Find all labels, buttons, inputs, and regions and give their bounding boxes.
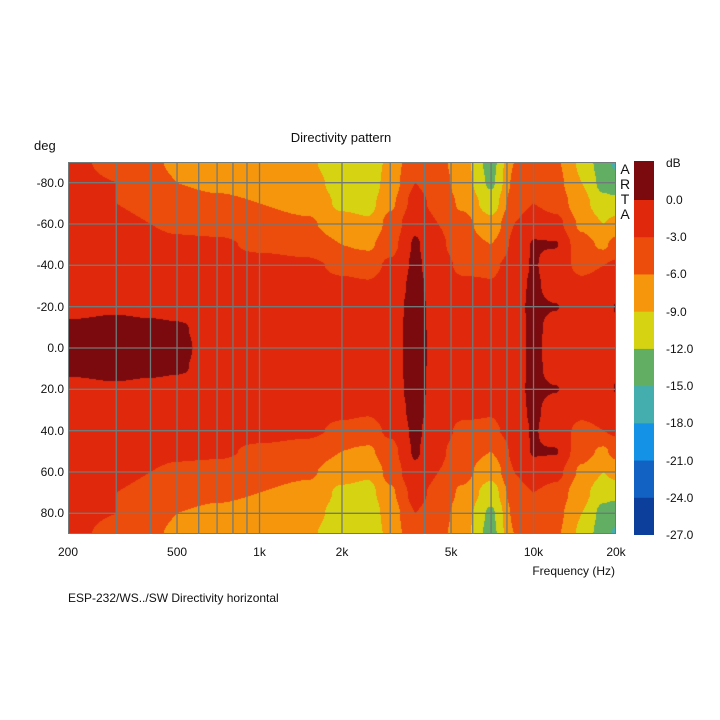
x-tick-label: 1k [253, 545, 266, 559]
colorbar-label: -18.0 [666, 416, 694, 431]
watermark-letter: R [619, 176, 631, 192]
x-tick-label: 5k [444, 545, 458, 559]
x-tick-label: 10k [523, 545, 544, 559]
x-axis-label: Frequency (Hz) [532, 564, 615, 578]
colorbar-label: -15.0 [666, 379, 694, 394]
x-tick-label: 2k [335, 545, 349, 559]
colorbar-label: -27.0 [666, 528, 694, 542]
colorbar-label: -21.0 [666, 453, 694, 468]
colorbar-label: -3.0 [666, 230, 687, 245]
colorbar-band [634, 460, 654, 499]
y-tick-label: 40.0 [40, 423, 64, 438]
y-tick-label: 20.0 [40, 382, 64, 397]
y-tick-label: -80.0 [36, 175, 64, 190]
colorbar-band [634, 311, 654, 350]
watermark-letter: A [620, 161, 630, 177]
colorbar-band [634, 348, 654, 387]
y-tick-label: -40.0 [36, 258, 64, 273]
colorbar-unit: dB [666, 156, 681, 170]
heatmap-plot-area [68, 162, 616, 534]
colorbar-band [634, 423, 654, 462]
colorbar-label: -9.0 [666, 304, 687, 319]
x-tick-label: 500 [167, 545, 188, 559]
colorbar-band [634, 497, 654, 535]
watermark-letter: A [620, 206, 630, 222]
y-tick-label: 60.0 [40, 465, 64, 479]
colorbar-band [634, 200, 654, 238]
chart-title: Directivity pattern [290, 130, 392, 145]
colorbar-label: -6.0 [666, 267, 687, 282]
chart-footer: ESP-232/WS../SW Directivity horizontal [68, 591, 279, 605]
watermark-letter: T [620, 191, 630, 207]
y-tick-label: 0.0 [47, 341, 64, 355]
plot-border [68, 162, 616, 534]
y-tick-label: -20.0 [36, 299, 64, 314]
y-tick-label: 80.0 [40, 506, 64, 521]
grid-lines [68, 162, 616, 534]
y-axis-label: deg [34, 138, 56, 153]
colorbar-band [634, 386, 654, 424]
colorbar-label: -12.0 [666, 341, 694, 356]
x-tick-label: 200 [57, 545, 79, 559]
colorbar-label: -24.0 [666, 490, 694, 505]
x-tick-label: 20k [606, 545, 626, 559]
colorbar-band [634, 237, 654, 275]
colorbar [634, 161, 654, 535]
colorbar-band [634, 161, 654, 201]
colorbar-label: 0.0 [666, 193, 683, 207]
y-tick-label: -60.0 [36, 217, 64, 231]
colorbar-band [634, 274, 654, 313]
